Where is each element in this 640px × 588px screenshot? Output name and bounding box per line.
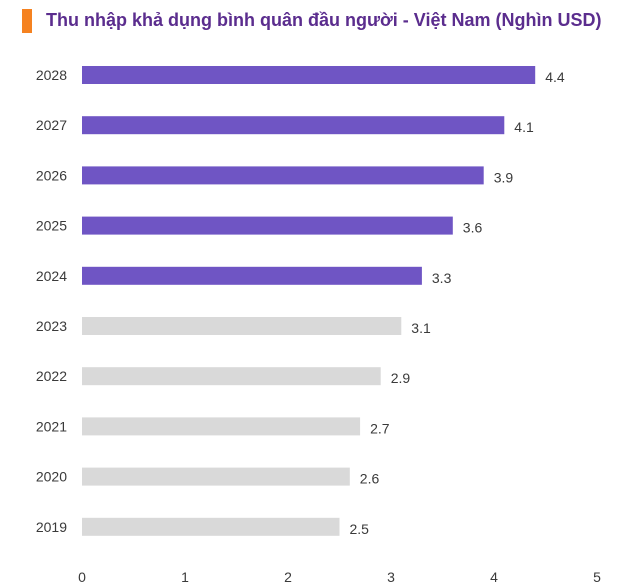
bar-2026 [82, 166, 484, 185]
x-tick-label-3: 3 [387, 569, 395, 585]
value-label-2024: 3.3 [432, 270, 452, 286]
category-labels-group: 2028 2027 2026 2025 2024 2023 2022 2021 2020 2019 [36, 67, 67, 535]
value-label-2022: 2.9 [391, 370, 411, 386]
category-label-2026: 2026 [36, 167, 67, 183]
bars-group [82, 66, 536, 536]
chart-title: Thu nhập khả dụng bình quân đầu người - … [46, 10, 602, 30]
category-label-2021: 2021 [36, 418, 67, 434]
value-label-2020: 2.6 [360, 471, 380, 487]
value-label-2027: 4.1 [514, 119, 534, 135]
x-tick-label-2: 2 [284, 569, 292, 585]
value-label-2026: 3.9 [494, 169, 514, 185]
category-label-2019: 2019 [36, 519, 67, 535]
category-label-2022: 2022 [36, 368, 67, 384]
bar-2027 [82, 116, 505, 135]
value-label-2019: 2.5 [350, 521, 370, 537]
bar-2023 [82, 317, 402, 335]
x-tick-label-5: 5 [593, 569, 601, 585]
value-labels-group: 4.4 4.1 3.9 3.6 3.3 3.1 2.9 2.7 2.6 2.5 [350, 69, 565, 537]
bar-2019 [82, 517, 340, 536]
x-axis-ticks-group: 0 1 2 3 4 5 [78, 569, 601, 585]
category-label-2025: 2025 [36, 218, 67, 234]
title-accent-bar [22, 9, 32, 33]
bar-2024 [82, 266, 422, 285]
value-label-2025: 3.6 [463, 220, 483, 236]
value-label-2023: 3.1 [411, 320, 431, 336]
value-label-2028: 4.4 [545, 69, 565, 85]
x-tick-label-0: 0 [78, 569, 86, 585]
category-label-2027: 2027 [36, 117, 67, 133]
x-tick-label-4: 4 [490, 569, 498, 585]
bar-2028 [82, 66, 536, 84]
bar-2025 [82, 216, 453, 235]
bar-2021 [82, 417, 361, 436]
x-tick-label-1: 1 [181, 569, 189, 585]
value-label-2021: 2.7 [370, 420, 390, 436]
category-label-2028: 2028 [36, 67, 67, 83]
category-label-2024: 2024 [36, 268, 67, 284]
category-label-2020: 2020 [36, 469, 67, 485]
bar-2022 [82, 367, 381, 386]
bar-2020 [82, 467, 350, 486]
category-label-2023: 2023 [36, 318, 67, 334]
